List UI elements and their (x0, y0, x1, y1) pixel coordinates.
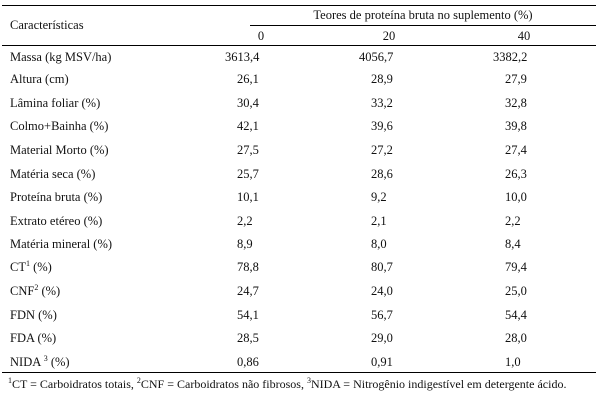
row-label: Proteína bruta (%) (10, 190, 102, 205)
row-label: NIDA 3 (%) (10, 353, 70, 370)
row-label: Lâmina foliar (%) (10, 96, 100, 111)
table-cell: 54,1 (237, 308, 259, 322)
table-cell: 1,0 (505, 355, 521, 369)
table-cell: 78,8 (237, 260, 259, 274)
header-characteristics: Características (10, 18, 84, 32)
table-cell: 27,9 (505, 72, 527, 86)
table-cell: 39,8 (505, 119, 527, 133)
table-cell: 4056,7 (359, 50, 394, 64)
table-cell: 28,0 (505, 331, 527, 345)
table-cell: 0,91 (371, 355, 393, 369)
table-footnote: 1CT = Carboidratos totais, 2CNF = Carboi… (8, 377, 566, 392)
table-cell: 28,9 (371, 72, 393, 86)
table-cell: 27,5 (237, 143, 259, 157)
row-label-suffix: (%) (47, 355, 70, 369)
footnote-nida: NIDA = Nitrogênio indigestível em deterg… (310, 377, 567, 391)
row-label-text: Material Morto (%) (10, 143, 109, 157)
row-label: Material Morto (%) (10, 143, 109, 158)
table-cell: 0,86 (237, 355, 259, 369)
table-cell: 9,2 (371, 190, 387, 204)
row-label-text: Colmo+Bainha (%) (10, 119, 109, 133)
table-cell: 3613,4 (225, 50, 260, 64)
table-cell: 24,7 (237, 284, 259, 298)
footnote-sup-2: 2 (136, 376, 141, 385)
column-header-40: 40 (517, 29, 531, 43)
row-label-text: Matéria mineral (%) (10, 237, 113, 251)
row-label: Massa (kg MSV/ha) (10, 50, 111, 65)
table-cell: 80,7 (371, 260, 393, 274)
table-top-rule (2, 5, 596, 6)
table-cell: 79,4 (505, 260, 527, 274)
table-cell: 10,0 (505, 190, 527, 204)
column-header-0: 0 (257, 29, 265, 43)
row-label: FDA (%) (10, 331, 56, 346)
row-label: CNF2 (%) (10, 282, 61, 299)
table-cell: 29,0 (371, 331, 393, 345)
header-sub-rule (250, 25, 596, 26)
table-cell: 25,7 (237, 167, 259, 181)
row-label-suffix: (%) (29, 260, 52, 274)
column-header-20: 20 (382, 29, 396, 43)
row-label-text: FDN (%) (10, 308, 57, 322)
table-cell: 8,4 (505, 237, 521, 251)
header-bottom-rule (2, 45, 596, 46)
row-label: Matéria mineral (%) (10, 237, 112, 252)
table-cell: 2,2 (505, 214, 521, 228)
row-label: Extrato etéreo (%) (10, 214, 102, 229)
table-cell: 54,4 (505, 308, 527, 322)
table-cell: 28,5 (237, 331, 259, 345)
row-label-text: Massa (kg MSV/ha) (10, 50, 112, 64)
table-cell: 24,0 (371, 284, 393, 298)
table-cell: 26,1 (237, 72, 259, 86)
header-protein-levels: Teores de proteína bruta no suplemento (… (313, 8, 533, 22)
table-cell: 26,3 (505, 167, 527, 181)
row-label-text: NIDA (10, 355, 44, 369)
row-label: Matéria seca (%) (10, 167, 95, 182)
table-cell: 32,8 (505, 96, 527, 110)
row-label: CT1 (%) (10, 258, 52, 275)
table-cell: 2,2 (237, 214, 253, 228)
table-cell: 30,4 (237, 96, 259, 110)
footnote-sup-1: 1 (8, 376, 12, 385)
table-cell: 8,9 (237, 237, 253, 251)
row-label-superscript: 2 (34, 282, 39, 292)
table-cell: 8,0 (371, 237, 387, 251)
table-cell: 33,2 (371, 96, 393, 110)
row-label-text: CNF (10, 284, 35, 298)
row-label-suffix: (%) (38, 284, 61, 298)
table-bottom-rule (2, 372, 596, 373)
table-cell: 42,1 (237, 119, 259, 133)
row-label-text: Matéria seca (%) (10, 167, 96, 181)
table-cell: 3382,2 (493, 50, 528, 64)
row-label: Colmo+Bainha (%) (10, 119, 108, 134)
table-cell: 27,2 (371, 143, 393, 157)
row-label: FDN (%) (10, 308, 57, 323)
table-cell: 28,6 (371, 167, 393, 181)
footnote-sup-3: 3 (306, 376, 311, 385)
row-label-text: Lâmina foliar (%) (10, 96, 101, 110)
row-label-text: Altura (cm) (10, 72, 69, 86)
row-label-text: FDA (%) (10, 331, 57, 345)
row-label-superscript: 1 (25, 258, 30, 268)
table-cell: 25,0 (505, 284, 527, 298)
footnote-cnf: CNF = Carboidratos não fibrosos, (140, 377, 307, 391)
row-label-text: Extrato etéreo (%) (10, 214, 103, 228)
table-cell: 39,6 (371, 119, 393, 133)
table-cell: 10,1 (237, 190, 259, 204)
table-cell: 56,7 (371, 308, 393, 322)
row-label-superscript: 3 (43, 353, 48, 363)
row-label: Altura (cm) (10, 72, 69, 87)
table-cell: 27,4 (505, 143, 527, 157)
row-label-text: Proteína bruta (%) (10, 190, 103, 204)
row-label-text: CT (10, 260, 26, 274)
footnote-ct: CT = Carboidratos totais, (12, 377, 137, 391)
table-cell: 2,1 (371, 214, 387, 228)
